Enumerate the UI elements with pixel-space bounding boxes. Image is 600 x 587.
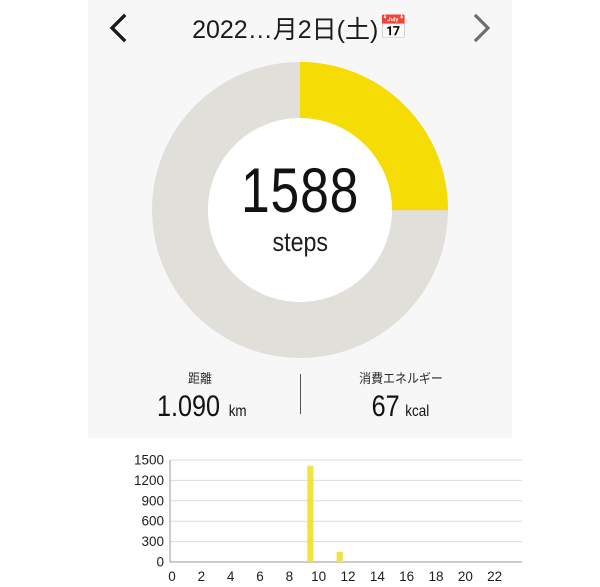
chart-x-axis-labels: 0 2 4 6 8 10 12 14 16 18 20 22 bbox=[168, 569, 502, 584]
activity-summary-card: 2022…月2日(土) 📅 1588 steps 距離 bbox=[88, 0, 512, 438]
calories-label: 消費エネルギー bbox=[358, 372, 443, 387]
y-tick-label: 300 bbox=[141, 534, 164, 549]
x-tick-label: 16 bbox=[399, 569, 414, 584]
x-tick-label: 8 bbox=[286, 569, 294, 584]
chart-bars bbox=[307, 465, 343, 562]
chart-gridlines bbox=[170, 459, 522, 563]
x-tick-label: 20 bbox=[458, 569, 473, 584]
calendar-icon: 📅 bbox=[379, 14, 408, 41]
distance-label: 距離 bbox=[187, 372, 212, 387]
stats-divider bbox=[299, 374, 301, 414]
page-title: 2022…月2日(土) 📅 bbox=[136, 10, 464, 46]
donut-progress-arc bbox=[152, 62, 448, 358]
stat-calories: 消費エネルギー 67 kcal bbox=[311, 368, 491, 424]
chevron-left-icon bbox=[107, 11, 131, 45]
y-tick-label: 600 bbox=[141, 514, 164, 529]
x-tick-label: 4 bbox=[227, 569, 235, 584]
x-tick-label: 12 bbox=[340, 569, 355, 584]
y-tick-label: 900 bbox=[141, 493, 164, 508]
calories-unit: kcal bbox=[405, 403, 430, 420]
x-tick-label: 6 bbox=[256, 569, 264, 584]
bar bbox=[336, 551, 343, 562]
chart-y-axis-labels: 0 300 600 900 1200 1500 bbox=[134, 453, 164, 570]
date-navigation-header: 2022…月2日(土) 📅 bbox=[88, 0, 512, 56]
next-day-button[interactable] bbox=[464, 11, 498, 45]
y-tick-label: 0 bbox=[156, 555, 164, 570]
x-tick-label: 10 bbox=[311, 569, 326, 584]
date-label: 2022…月2日(土) bbox=[192, 16, 379, 44]
hourly-steps-bar-chart: 0 300 600 900 1200 1500 0 2 4 6 8 10 12 14 16 18 20 22 bbox=[122, 452, 532, 587]
chevron-right-icon bbox=[469, 11, 493, 45]
bar bbox=[307, 465, 314, 562]
x-tick-label: 2 bbox=[198, 569, 206, 584]
previous-day-button[interactable] bbox=[102, 11, 136, 45]
distance-value: 1.090 bbox=[156, 390, 220, 423]
y-tick-label: 1500 bbox=[134, 453, 164, 468]
stat-distance: 距離 1.090 km bbox=[110, 368, 290, 424]
x-tick-label: 0 bbox=[168, 569, 176, 584]
donut-center-disc bbox=[208, 118, 392, 302]
x-tick-label: 22 bbox=[487, 569, 502, 584]
hourly-chart-svg: 0 300 600 900 1200 1500 0 2 4 6 8 10 12 14 16 18 20 22 bbox=[134, 453, 522, 584]
steps-progress-donut: 1588 steps bbox=[150, 60, 450, 360]
x-tick-label: 14 bbox=[370, 569, 386, 584]
calories-value-line: 67 kcal bbox=[311, 390, 491, 424]
y-tick-label: 1200 bbox=[134, 473, 164, 488]
x-tick-label: 18 bbox=[428, 569, 443, 584]
summary-stats-row: 距離 1.090 km 消費エネルギー 67 kcal bbox=[88, 368, 512, 430]
distance-unit: km bbox=[228, 403, 247, 420]
distance-value-line: 1.090 km bbox=[110, 390, 290, 424]
calories-value: 67 bbox=[371, 390, 400, 423]
